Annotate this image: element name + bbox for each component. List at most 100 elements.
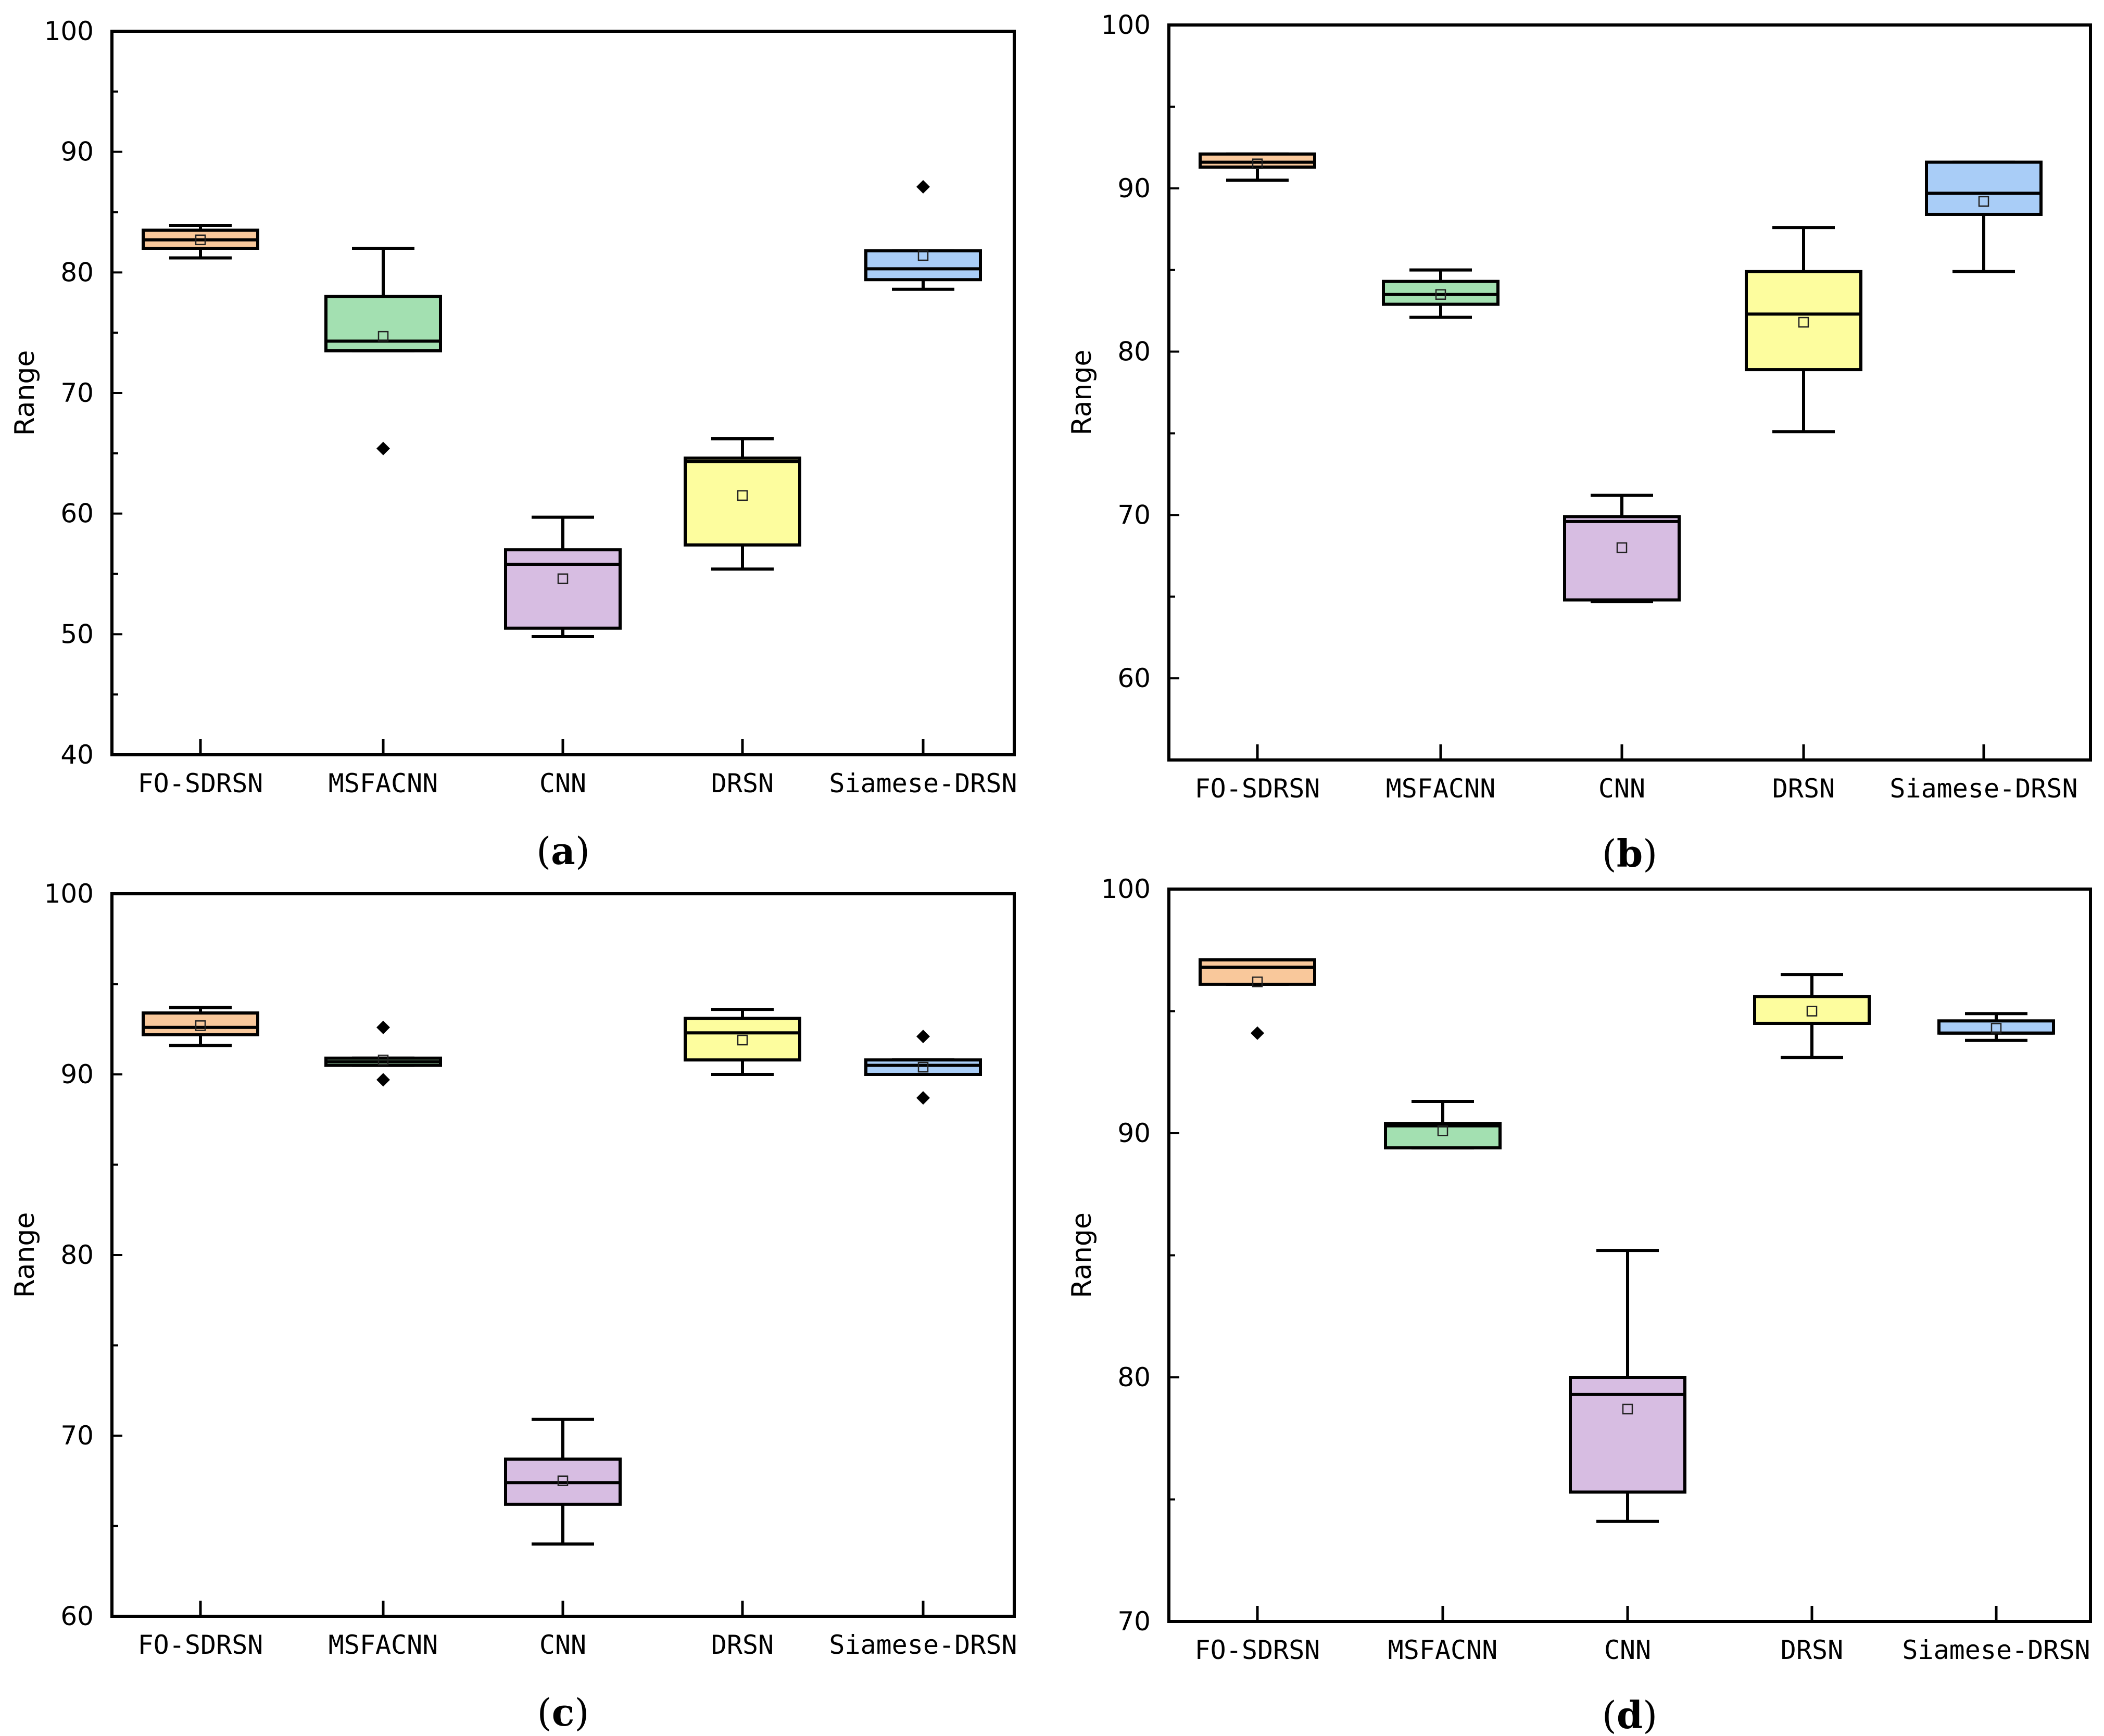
x-tick-label-cnn: CNN bbox=[539, 768, 586, 799]
x-tick-label-msfacnn: MSFACNN bbox=[329, 1630, 438, 1660]
mean-marker bbox=[195, 234, 206, 246]
iqr-box bbox=[1753, 995, 1871, 1025]
y-tick-label: 50 bbox=[60, 619, 94, 649]
box-msfacnn bbox=[1382, 268, 1500, 319]
mean-marker bbox=[195, 1020, 206, 1031]
panel-label: (c) bbox=[537, 1690, 589, 1734]
panel-label-open: ( bbox=[536, 829, 551, 873]
mean-marker bbox=[557, 573, 569, 585]
box-msfacnn bbox=[1384, 1100, 1502, 1150]
x-tick-label-siamese-drsn: Siamese-DRSN bbox=[829, 1630, 1017, 1660]
mean-marker bbox=[1252, 976, 1263, 987]
panel-label: (b) bbox=[1602, 831, 1658, 876]
x-tick-label-cnn: CNN bbox=[1598, 774, 1645, 804]
chart-panel-d: 70 80 90 100 Range FO-SDRSN MSFACNN CNN DRSN Siam… bbox=[1066, 874, 2092, 1736]
mean-marker bbox=[737, 1034, 748, 1046]
y-tick-label: 100 bbox=[1101, 10, 1151, 40]
y-tick-label: 90 bbox=[60, 137, 94, 167]
iqr-box bbox=[1569, 1376, 1686, 1494]
mean-marker bbox=[377, 1054, 389, 1066]
panel-label-letter: a bbox=[551, 829, 575, 873]
box-cnn bbox=[504, 1417, 622, 1546]
mean-marker bbox=[1798, 316, 1809, 328]
panel-label-close: ) bbox=[1643, 832, 1657, 876]
box-fo-sdrsn bbox=[1199, 958, 1316, 1040]
box-drsn bbox=[1753, 973, 1871, 1059]
y-tick-label: 100 bbox=[44, 16, 94, 46]
panel-label-letter: d bbox=[1617, 1693, 1643, 1736]
outlier-point bbox=[916, 1091, 930, 1105]
panel-label-close: ) bbox=[575, 829, 590, 873]
y-tick-label: 40 bbox=[60, 740, 94, 770]
iqr-box bbox=[1563, 515, 1681, 602]
box-msfacnn bbox=[324, 1020, 442, 1087]
y-tick-label: 100 bbox=[44, 879, 94, 909]
mean-marker bbox=[917, 250, 929, 261]
x-tick-label-fo-sdrsn: FO-SDRSN bbox=[138, 1630, 263, 1660]
x-tick-label-cnn: CNN bbox=[1604, 1635, 1651, 1665]
outlier-point bbox=[916, 180, 930, 194]
mean-marker bbox=[1990, 1023, 2002, 1034]
panel-label-open: ( bbox=[537, 1691, 551, 1734]
box-siamese-drsn bbox=[1925, 160, 2043, 273]
iqr-box bbox=[1199, 958, 1316, 986]
x-tick-label-cnn: CNN bbox=[539, 1630, 586, 1660]
chart-panel-b: 60 70 80 90 100 Range FO-SDRSN MSFACNN CNN DRSN Si… bbox=[1066, 10, 2092, 876]
x-tick-label-msfacnn: MSFACNN bbox=[329, 768, 438, 799]
y-axis-title: Range bbox=[1066, 1212, 1098, 1298]
outlier-point bbox=[376, 1073, 390, 1087]
x-tick-label-msfacnn: MSFACNN bbox=[1386, 774, 1496, 804]
mean-marker bbox=[1437, 1125, 1448, 1136]
y-tick-label: 70 bbox=[1117, 500, 1151, 530]
y-tick-label: 70 bbox=[60, 1421, 94, 1451]
y-tick-label: 80 bbox=[1117, 337, 1151, 367]
chart-panel-c: 60 70 80 90 100 Range FO-SDRSN MSFACNN CNN DRSN Si… bbox=[9, 879, 1017, 1734]
x-tick-label-siamese-drsn: Siamese-DRSN bbox=[1889, 774, 2077, 804]
box-fo-sdrsn bbox=[142, 1006, 259, 1047]
box-siamese-drsn bbox=[864, 180, 982, 291]
box-drsn bbox=[1745, 226, 1862, 434]
x-tick-label-drsn: DRSN bbox=[1781, 1635, 1843, 1665]
y-tick-label: 70 bbox=[1117, 1606, 1151, 1637]
plot-frame bbox=[110, 892, 1016, 1618]
y-tick-label: 90 bbox=[60, 1059, 94, 1089]
box-cnn bbox=[1563, 493, 1681, 603]
mean-marker bbox=[377, 331, 389, 342]
outlier-point bbox=[1251, 1026, 1264, 1040]
box-drsn bbox=[684, 437, 801, 571]
iqr-box bbox=[1199, 152, 1316, 169]
outlier-point bbox=[916, 1030, 930, 1044]
box-fo-sdrsn bbox=[142, 223, 259, 260]
mean-marker bbox=[1978, 196, 1989, 207]
x-tick-label-fo-sdrsn: FO-SDRSN bbox=[1195, 1635, 1320, 1665]
mean-marker bbox=[1616, 542, 1628, 553]
iqr-box bbox=[1937, 1019, 2055, 1035]
iqr-box bbox=[142, 1011, 259, 1036]
y-axis-title: Range bbox=[1066, 350, 1098, 436]
chart-panel-a: 40 50 60 70 80 90 100 Range FO-SDRSN MSFACNN CNN DR… bbox=[9, 16, 1017, 873]
mean-marker bbox=[1806, 1006, 1818, 1017]
mean-marker bbox=[557, 1475, 569, 1486]
x-tick-label-siamese-drsn: Siamese-DRSN bbox=[829, 768, 1017, 799]
panel-label-open: ( bbox=[1602, 832, 1617, 876]
y-tick-label: 80 bbox=[60, 1240, 94, 1270]
y-axis-title: Range bbox=[9, 1212, 41, 1298]
y-tick-label: 60 bbox=[60, 499, 94, 529]
y-tick-label: 90 bbox=[1117, 1118, 1151, 1148]
panel-label-open: ( bbox=[1602, 1693, 1617, 1736]
panel-label-close: ) bbox=[574, 1691, 589, 1734]
mean-marker bbox=[737, 490, 748, 501]
mean-marker bbox=[917, 1061, 929, 1073]
y-tick-label: 90 bbox=[1117, 173, 1151, 204]
iqr-box bbox=[684, 1017, 801, 1062]
box-msfacnn bbox=[324, 247, 442, 455]
panel-label-letter: b bbox=[1617, 831, 1643, 876]
iqr-box bbox=[1382, 280, 1500, 306]
iqr-box bbox=[504, 548, 622, 630]
plot-frame bbox=[110, 30, 1016, 756]
y-tick-label: 100 bbox=[1101, 874, 1151, 904]
iqr-box bbox=[1745, 270, 1862, 372]
x-tick-label-siamese-drsn: Siamese-DRSN bbox=[1902, 1635, 2090, 1665]
plot-frame bbox=[1167, 23, 2092, 762]
